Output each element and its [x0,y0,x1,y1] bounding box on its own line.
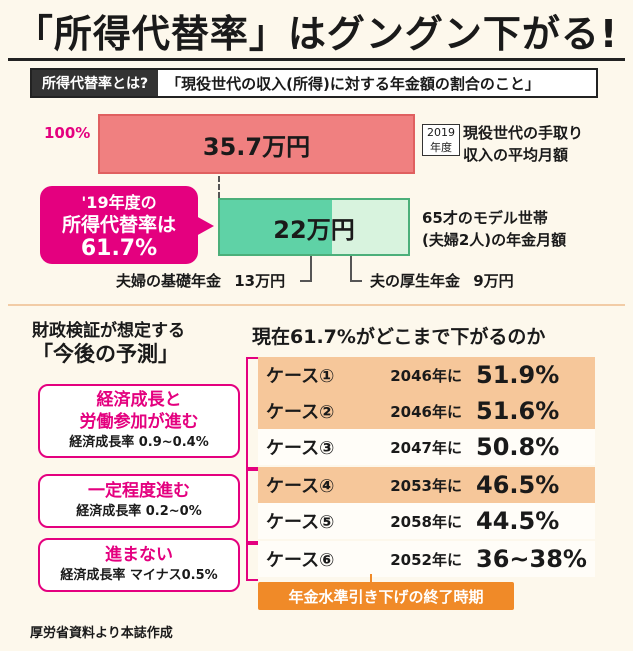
segment-basic-name: 夫婦の基礎年金 [116,272,222,290]
table-row: ケース① 2046年に 51.9% [258,357,595,393]
group-bracket-1 [246,357,258,469]
forecast-question: 現在61.7%がどこまで下がるのか [252,326,546,348]
group-bracket-3 [246,543,258,581]
section-divider [8,304,625,306]
pension-segment-kosei [332,198,410,256]
income-description: 現役世代の手取り 収入の平均月額 [463,122,583,166]
segment-basic-label: 夫婦の基礎年金 13万円 [116,270,285,291]
group-2-line-1: 一定程度進む [88,481,190,501]
definition-box: 所得代替率とは? 「現役世代の収入(所得)に対する年金額の割合のこと」 [30,68,598,98]
group-2-rate: 経済成長率 0.2~0% [76,504,202,519]
case-label: ケース⑥ [266,550,335,571]
group-box-growth: 経済成長と 労働参加が進む 経済成長率 0.9~0.4% [38,384,240,458]
year-tag-year: 2019 [427,126,455,139]
case-year: 2046年に [390,366,462,385]
definition-label: 所得代替率とは? [32,70,159,96]
case-rate: 50.8% [476,433,560,461]
case-rate: 44.5% [476,507,560,535]
table-row: ケース④ 2053年に 46.5% [258,467,595,503]
case-rate: 36~38% [476,545,587,573]
segment-basic-amount: 13万円 [234,272,286,290]
replacement-rate-callout: '19年度の 所得代替率は 61.7% [40,186,214,264]
source-note: 厚労省資料より本誌作成 [30,626,173,641]
callout-line-2: 所得代替率は [61,213,176,236]
forecast-heading-line-2: 「今後の予測」 [32,342,179,366]
callout-line-1: '19年度の [81,192,157,212]
year-tag-suffix: 年度 [430,141,452,154]
segment-kosei-amount: 9万円 [473,272,514,290]
case-label: ケース⑤ [266,512,335,533]
group-3-line-1: 進まない [105,545,173,565]
group-1-line-1: 経済成長と [96,390,182,410]
definition-text: 「現役世代の収入(所得)に対する年金額の割合のこと」 [166,74,540,93]
group-bracket-2 [246,469,258,543]
income-bar: 35.7万円 [98,114,415,174]
case-label: ケース④ [266,476,335,497]
kosei-pointer-line [350,256,352,282]
dashed-connector [218,176,220,198]
pension-bar-value: 22万円 [273,215,355,244]
income-desc-line-1: 現役世代の手取り [463,124,584,142]
group-box-stagnant: 進まない 経済成長率 マイナス0.5% [38,538,240,592]
case-label: ケース② [266,402,335,423]
table-row: ケース⑤ 2058年に 44.5% [258,503,595,539]
pension-desc-line-1: 65才のモデル世帯 [422,209,548,227]
basic-pointer-line [310,256,312,282]
case-label: ケース① [266,366,335,387]
year-tag: 2019 年度 [422,124,460,156]
group-1-line-2: 労働参加が進む [79,412,199,432]
kosei-pointer-tick [350,280,362,282]
title-rule [8,58,625,61]
end-label-tick [370,574,372,584]
basic-pointer-tick [300,280,312,282]
case-year: 2052年に [390,550,462,569]
case-year: 2053年に [390,476,462,495]
case-year: 2047年に [390,438,462,457]
case-rate: 51.9% [476,361,560,389]
group-3-rate: 経済成長率 マイナス0.5% [60,568,218,583]
end-period-label: 年金水準引き下げの終了時期 [258,582,514,610]
group-1-rate: 経済成長率 0.9~0.4% [69,435,209,450]
pension-segment-basic [218,198,332,256]
case-rate: 46.5% [476,471,560,499]
income-desc-line-2: 収入の平均月額 [463,146,569,164]
percent-100-label: 100% [44,124,91,142]
forecast-heading-line-1: 財政検証が想定する [32,321,185,341]
case-year: 2046年に [390,402,462,421]
pension-bar-outline [218,198,410,256]
forecast-heading: 財政検証が想定する 「今後の予測」 [32,320,185,366]
group-box-moderate: 一定程度進む 経済成長率 0.2~0% [38,474,240,528]
segment-kosei-name: 夫の厚生年金 [370,272,461,290]
table-row: ケース② 2046年に 51.6% [258,393,595,429]
segment-kosei-label: 夫の厚生年金 9万円 [370,270,514,291]
callout-line-3: 61.7% [80,235,158,261]
pension-desc-line-2: (夫婦2人)の年金月額 [422,231,567,249]
pension-description: 65才のモデル世帯 (夫婦2人)の年金月額 [422,207,566,251]
table-row: ケース③ 2047年に 50.8% [258,429,595,465]
case-rate: 51.6% [476,397,560,425]
case-year: 2058年に [390,512,462,531]
table-row: ケース⑥ 2052年に 36~38% [258,541,595,577]
case-label: ケース③ [266,438,335,459]
page-title: 「所得代替率」はグングン下がる! [14,11,619,56]
